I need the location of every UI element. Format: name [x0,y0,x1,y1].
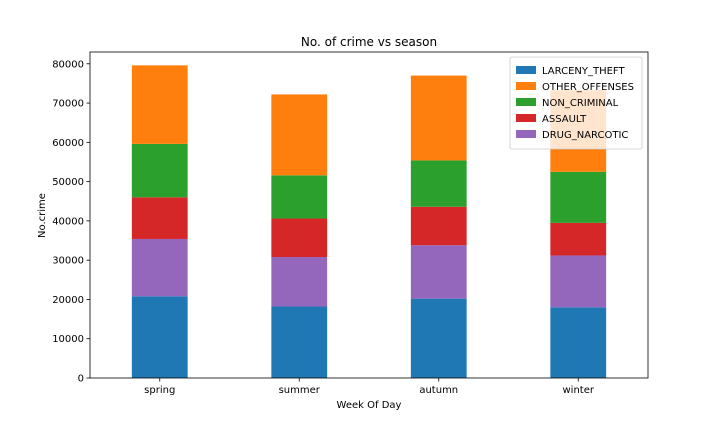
bar-winter-non-criminal [550,171,607,223]
y-tick-label: 70000 [52,99,84,110]
bar-spring-other-offenses [131,65,188,144]
bar-summer-other-offenses [271,94,328,176]
y-axis-label: No.crime [37,193,48,238]
legend-swatch-non-criminal [516,98,536,106]
x-axis-label: Week Of Day [337,400,402,411]
x-tick-label-autumn: autumn [419,385,458,396]
legend-swatch-assault [516,114,536,122]
bar-autumn-other-offenses [410,75,467,161]
legend-label-non-criminal: NON_CRIMINAL [542,98,619,109]
legend-swatch-drug-narcotic [516,130,536,138]
bar-spring-assault [131,197,188,239]
y-tick-label: 50000 [52,177,84,188]
y-tick-label: 0 [78,374,84,385]
legend-box [509,56,643,150]
bar-autumn-larceny-theft [410,298,467,378]
y-tick-label: 30000 [52,256,84,267]
legend-label-larceny-theft: LARCENY_THEFT [542,66,626,77]
x-tick-label-spring: spring [144,385,175,396]
bar-summer-assault [271,218,328,258]
bar-autumn-assault [410,206,467,246]
plot-frame [89,51,649,379]
bar-autumn-non-criminal [410,160,467,207]
y-axis-ticks: 0 10000 20000 30000 40000 50000 60000 70000 8000… [52,59,90,385]
y-tick-label: 80000 [52,59,84,70]
chart-title: No. of crime vs season [301,35,437,49]
legend: LARCENY_THEFT OTHER_OFFENSES NON_CRIMINAL A… [509,56,643,150]
bar-spring-drug-narcotic [131,238,188,297]
y-tick-label: 60000 [52,138,84,149]
y-tick-label: 20000 [52,295,84,306]
legend-swatch-other-offenses [516,82,536,90]
bar-spring-larceny-theft [131,296,188,378]
x-tick-label-summer: summer [279,385,321,396]
legend-label-assault: ASSAULT [542,114,587,125]
x-tick-label-winter: winter [563,385,595,396]
bar-winter-drug-narcotic [550,255,607,308]
bar-winter-larceny-theft [550,307,607,378]
x-axis-ticks: spring summer autumn winter [144,378,595,396]
y-tick-label: 10000 [52,334,84,345]
bar-summer-non-criminal [271,175,328,219]
legend-label-other-offenses: OTHER_OFFENSES [542,82,634,93]
legend-label-drug-narcotic: DRUG_NARCOTIC [542,130,628,141]
bar-summer-drug-narcotic [271,257,328,307]
bar-winter-assault [550,222,607,256]
y-tick-label: 40000 [52,216,84,227]
bar-spring-non-criminal [131,143,188,198]
bar-summer-larceny-theft [271,306,328,378]
legend-swatch-larceny-theft [516,66,536,74]
bar-autumn-drug-narcotic [410,245,467,299]
